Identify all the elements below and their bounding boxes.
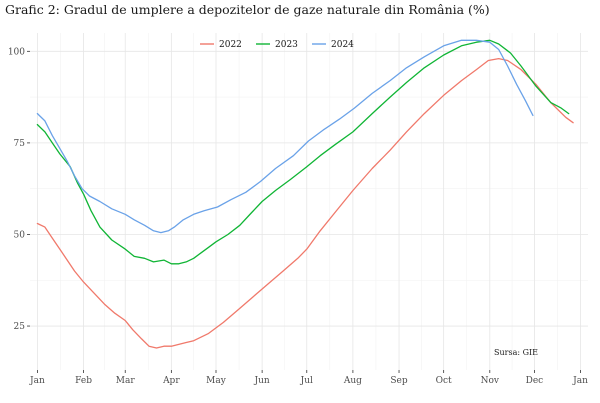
x-tick-label: Nov xyxy=(481,376,500,386)
y-tick-label: 100 xyxy=(8,47,25,57)
series-lines xyxy=(36,39,574,349)
x-tick-label: Sep xyxy=(390,376,407,386)
x-tick-label: Oct xyxy=(436,376,452,386)
source-annotation: Sursa: GIE xyxy=(494,348,538,357)
y-tick-label: 25 xyxy=(14,322,26,332)
chart-title: Grafic 2: Gradul de umplere a depozitelo… xyxy=(5,2,490,17)
plot-background xyxy=(30,33,588,370)
series-line-2022 xyxy=(36,57,574,349)
minor-gridlines xyxy=(30,33,588,370)
x-tick-label: Apr xyxy=(162,376,180,386)
x-tick-label: Mar xyxy=(116,376,136,386)
y-axis: 25 50 75 100 xyxy=(8,47,30,332)
legend-label-2024: 2024 xyxy=(331,40,354,50)
x-tick-label: Dec xyxy=(526,376,544,386)
x-tick-label: Jun xyxy=(254,376,270,386)
x-tick-label: Jan xyxy=(29,376,45,386)
y-tick-label: 50 xyxy=(14,230,26,240)
x-tick-label: Aug xyxy=(343,376,362,386)
x-tick-label: May xyxy=(206,376,227,386)
legend-label-2023: 2023 xyxy=(275,40,298,50)
x-tick-label: Feb xyxy=(75,376,92,386)
legend-label-2022: 2022 xyxy=(219,40,242,50)
x-tick-label: Jan xyxy=(572,376,588,386)
x-axis: Jan Feb Mar Apr May Jun Jul Aug Sep Oct Nov Dec Jan xyxy=(29,370,588,386)
series-line-2024 xyxy=(36,39,534,234)
x-tick-label: Jul xyxy=(300,376,313,386)
legend: 2022 2023 2024 xyxy=(200,40,354,50)
y-tick-label: 75 xyxy=(14,139,26,149)
